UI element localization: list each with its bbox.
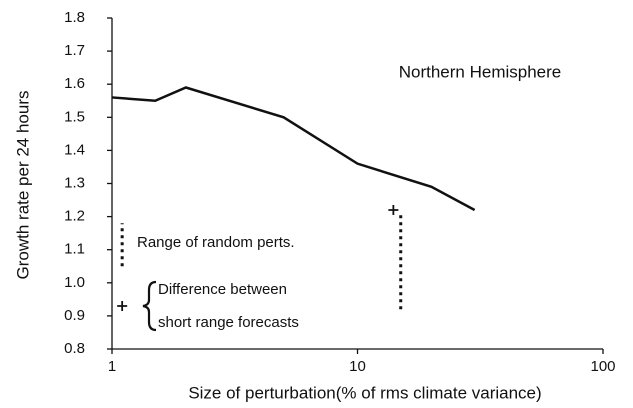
y-tick-label: 1.5 xyxy=(64,108,85,125)
y-tick-label: 0.9 xyxy=(64,307,85,324)
brace xyxy=(142,280,157,332)
annotation: short range forecasts xyxy=(158,314,299,331)
y-tick-label: 1.7 xyxy=(64,42,85,59)
legend-label: Northern Hemisphere xyxy=(399,62,562,81)
y-tick-label: 1.1 xyxy=(64,241,85,258)
y-tick-label: 0.8 xyxy=(64,340,85,357)
x-tick-label: 10 xyxy=(349,358,366,375)
y-tick-label: 1.0 xyxy=(64,274,85,291)
y-tick-label: 1.3 xyxy=(64,174,85,191)
plus-marker xyxy=(117,300,128,311)
y-tick-label: 1.8 xyxy=(64,9,85,26)
x-axis-title: Size of perturbation(% of rms climate va… xyxy=(188,383,541,402)
plus-marker xyxy=(388,204,399,215)
y-tick-label: 1.2 xyxy=(64,208,85,225)
x-tick-label: 100 xyxy=(590,358,615,375)
y-axis-title: Growth rate per 24 hours xyxy=(13,91,32,280)
annotation: Difference between xyxy=(158,281,287,298)
x-tick-label: 1 xyxy=(108,358,116,375)
annotation: Range of random perts. xyxy=(137,234,295,251)
y-tick-label: 1.4 xyxy=(64,141,85,158)
line xyxy=(111,86,476,212)
y-tick-label: 1.6 xyxy=(64,75,85,92)
